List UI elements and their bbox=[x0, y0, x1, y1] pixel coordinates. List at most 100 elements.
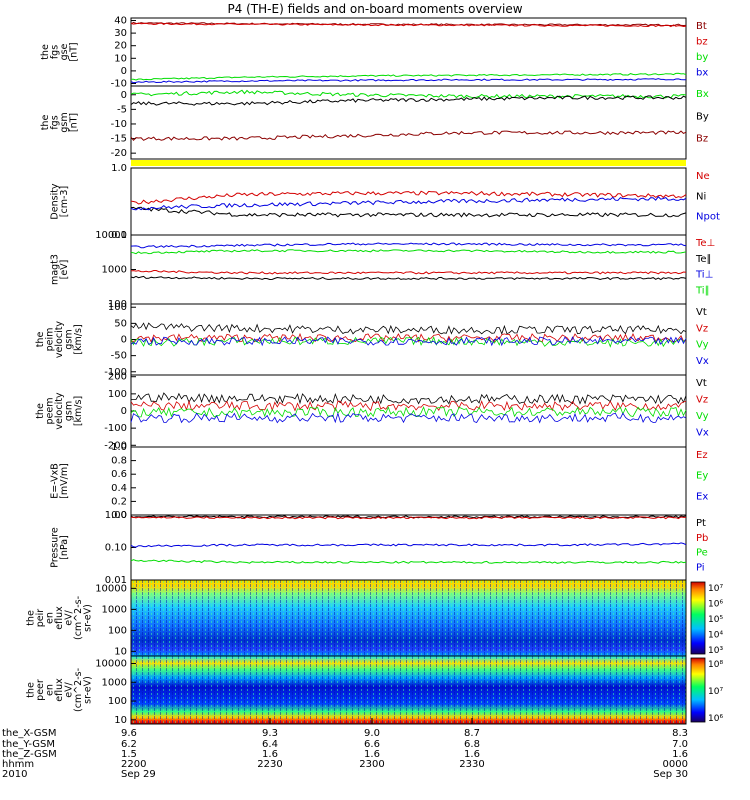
series-Vx bbox=[130, 411, 687, 424]
legend-Ni: Ni bbox=[696, 191, 706, 202]
legend-Bt: Bt bbox=[696, 21, 707, 32]
series-Bx bbox=[130, 89, 687, 99]
y-axis-label: the bbox=[26, 610, 37, 626]
x-tick-label: 1.6 bbox=[672, 749, 688, 760]
y-axis-label: velocity bbox=[54, 392, 65, 430]
series-Bz bbox=[130, 130, 687, 141]
panel-pressure: 1.00 0.10 0.01 Pressure[nPa] Pt Pb Pe Pi bbox=[49, 510, 708, 586]
legend-bz: bz bbox=[696, 37, 708, 48]
y-axis-label: [mV/m] bbox=[59, 463, 70, 499]
x-tick-label: 2230 bbox=[257, 759, 282, 770]
plot-title: P4 (TH-E) fields and on-board moments ov… bbox=[227, 2, 522, 16]
y-tick-label: -200 bbox=[104, 440, 127, 451]
panel-frame bbox=[130, 514, 687, 581]
colorbar-tick-label: 10⁵ bbox=[708, 615, 723, 625]
y-axis-label: gse bbox=[59, 43, 70, 60]
x-tick-label: 8.7 bbox=[464, 728, 480, 739]
y-tick-label: 40 bbox=[114, 16, 127, 27]
y-tick-label: 1000 bbox=[102, 265, 127, 276]
y-axis-label: eflux bbox=[54, 606, 65, 630]
legend-Vy: Vy bbox=[696, 340, 709, 351]
legend-Ez: Ez bbox=[696, 450, 708, 461]
series-Pb bbox=[130, 516, 686, 520]
x-tick-label: 6.8 bbox=[464, 739, 480, 750]
y-tick-label: 1.0 bbox=[111, 163, 127, 174]
y-tick-label: 0.01 bbox=[105, 575, 127, 586]
legend-Pe: Pe bbox=[696, 548, 708, 559]
series-Pt bbox=[130, 515, 687, 519]
x-tick-label: 9.0 bbox=[364, 728, 380, 739]
spectrogram-texture bbox=[131, 656, 686, 724]
legend-Vt: Vt bbox=[696, 378, 707, 389]
y-tick-label: -15 bbox=[111, 134, 127, 145]
y-tick-label: 10000 bbox=[95, 658, 127, 669]
series-Ne bbox=[130, 190, 687, 205]
x-tick-label: 1.6 bbox=[262, 749, 278, 760]
colorbar-tick-label: 10⁶ bbox=[708, 600, 723, 610]
x-tick-label: 6.2 bbox=[121, 739, 137, 750]
y-tick-label: 100 bbox=[108, 299, 127, 310]
y-axis-label: the bbox=[35, 332, 46, 348]
y-tick-label: 1.00 bbox=[105, 510, 127, 521]
y-axis-label: [cm-3] bbox=[59, 186, 70, 217]
y-axis-label: en bbox=[45, 612, 56, 624]
x-row-label: the_Y-GSM bbox=[2, 739, 55, 750]
y-axis-label: peem bbox=[45, 398, 56, 425]
status-bar bbox=[131, 160, 686, 166]
legend-bx: bx bbox=[696, 68, 708, 79]
legend-Vz: Vz bbox=[696, 395, 708, 406]
y-axis-label: gsm bbox=[64, 401, 75, 421]
y-tick-label: -5 bbox=[117, 104, 127, 115]
y-tick-label: 0 bbox=[121, 90, 127, 101]
y-tick-label: -100 bbox=[104, 367, 127, 378]
y-axis-label: magt3 bbox=[49, 254, 60, 285]
legend-by: by bbox=[696, 52, 708, 63]
series-By bbox=[130, 95, 687, 106]
y-axis-label: (cm^2-s- bbox=[73, 596, 84, 640]
panel-frame bbox=[130, 446, 687, 516]
series-by bbox=[131, 72, 687, 81]
legend-Ne: Ne bbox=[696, 171, 710, 182]
x-tick-label: 2200 bbox=[121, 759, 146, 770]
legend-Vx: Vx bbox=[696, 356, 709, 367]
legend-Vy: Vy bbox=[696, 411, 709, 422]
x-tick-label: 2330 bbox=[459, 759, 484, 770]
x-tick-label: 8.3 bbox=[672, 728, 688, 739]
colorbar bbox=[690, 657, 706, 723]
y-tick-label: 0.1 bbox=[111, 230, 127, 241]
series-Te∥ bbox=[130, 275, 687, 281]
y-axis-label: sr-eV) bbox=[83, 604, 94, 632]
series-Ti⊥ bbox=[130, 242, 687, 249]
panel-frame bbox=[130, 167, 687, 236]
x-tick-label: 1.5 bbox=[121, 749, 137, 760]
legend-Ti∥: Ti∥ bbox=[695, 285, 710, 296]
x-tick-label: 9.6 bbox=[121, 728, 137, 739]
series-Vt bbox=[130, 392, 687, 405]
legend-Vz: Vz bbox=[696, 323, 708, 334]
series-Pe bbox=[130, 559, 687, 564]
y-axis-label: gsm bbox=[64, 329, 75, 349]
y-tick-label: 0.4 bbox=[111, 483, 127, 494]
x-tick-label: 2300 bbox=[359, 759, 384, 770]
legend-Pt: Pt bbox=[696, 518, 706, 529]
legend-Vt: Vt bbox=[696, 307, 707, 318]
y-tick-label: 100 bbox=[108, 302, 127, 313]
y-axis-label: the bbox=[40, 115, 51, 131]
y-axis-label: Pressure bbox=[49, 527, 60, 568]
panel-exb: 1.0 0.8 0.6 0.4 0.2 0.0 E=-VxB[mV/m] Ez Ey Ex bbox=[49, 442, 708, 521]
y-tick-label: 1.0 bbox=[111, 442, 127, 453]
x-tick-label: 6.4 bbox=[262, 739, 278, 750]
y-tick-label: 100 bbox=[108, 625, 127, 636]
spectrogram-texture bbox=[131, 580, 686, 656]
y-tick-label: 200 bbox=[108, 372, 127, 383]
series-Vy bbox=[130, 336, 687, 348]
legend-Pb: Pb bbox=[696, 533, 708, 544]
series-Pi bbox=[130, 542, 687, 548]
series-Npot bbox=[130, 196, 687, 211]
y-tick-label: 0 bbox=[121, 335, 127, 346]
y-tick-label: -20 bbox=[111, 148, 127, 159]
